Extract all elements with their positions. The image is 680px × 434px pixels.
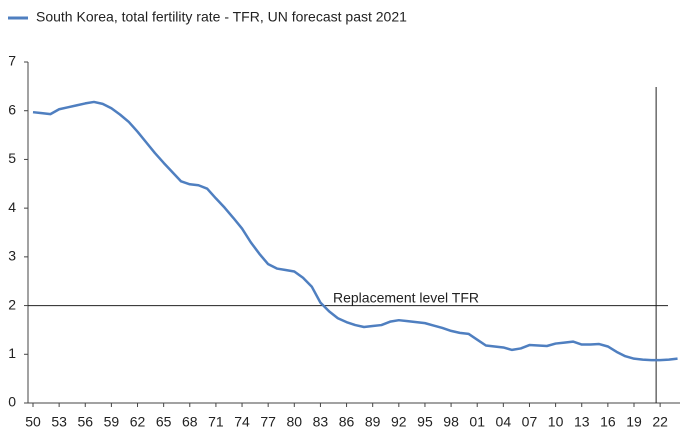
x-tick-label: 10 [548,414,564,430]
x-tick-label: 68 [182,414,198,430]
x-tick-label: 01 [469,414,485,430]
x-tick-label: 83 [313,414,329,430]
x-tick-label: 89 [365,414,381,430]
x-tick-label: 77 [260,414,276,430]
x-tick-label: 71 [208,414,224,430]
x-tick-label: 22 [652,414,668,430]
x-tick-label: 04 [496,414,512,430]
x-tick-label: 86 [339,414,355,430]
x-tick-label: 92 [391,414,407,430]
legend-label: South Korea, total fertility rate - TFR,… [36,9,407,25]
y-tick-label: 0 [8,394,16,410]
y-tick-label: 1 [8,345,16,361]
x-tick-label: 16 [600,414,616,430]
x-tick-label: 50 [25,414,41,430]
x-tick-label: 59 [104,414,120,430]
y-tick-label: 6 [8,101,16,117]
x-tick-label: 07 [522,414,538,430]
reference-label: Replacement level TFR [333,289,479,305]
y-tick-label: 2 [8,296,16,312]
x-tick-label: 98 [443,414,459,430]
x-tick-label: 95 [417,414,433,430]
x-tick-label: 53 [51,414,67,430]
data-line [32,100,678,362]
x-tick-label: 62 [130,414,146,430]
x-tick-label: 56 [77,414,93,430]
x-tick-label: 80 [287,414,303,430]
x-tick-label: 74 [234,414,250,430]
y-tick-label: 5 [8,150,16,166]
x-tick-label: 13 [574,414,590,430]
y-tick-label: 3 [8,248,16,264]
y-tick-label: 4 [8,199,16,215]
y-tick-label: 7 [8,53,16,69]
x-tick-label: 65 [156,414,172,430]
x-tick-label: 19 [626,414,642,430]
